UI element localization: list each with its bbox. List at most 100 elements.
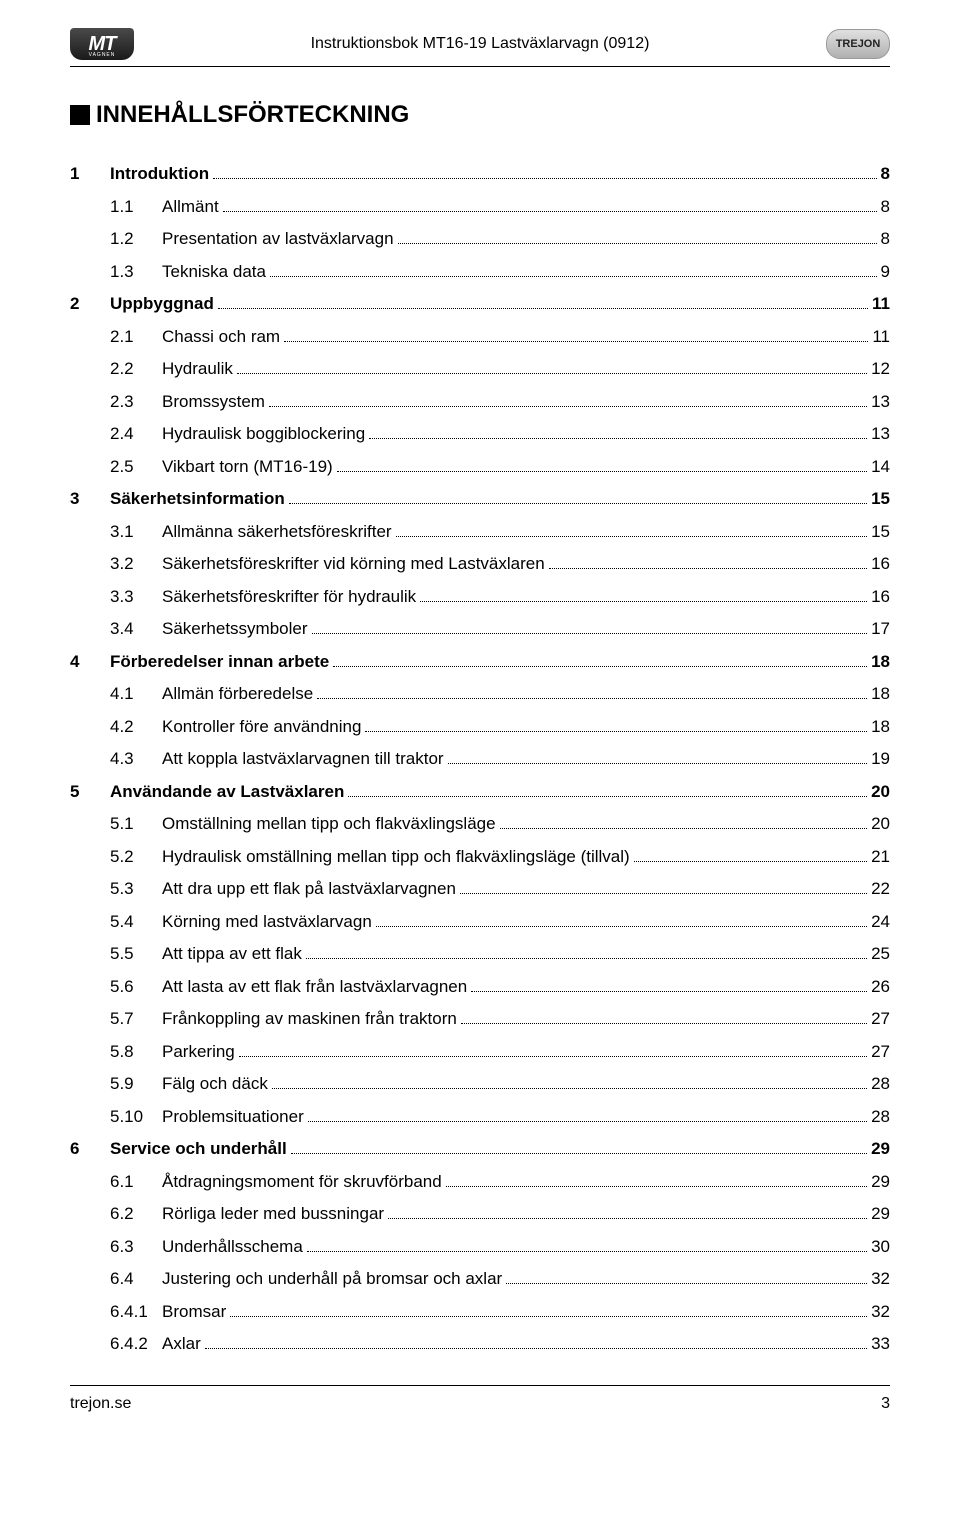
toc-leader: [460, 879, 867, 894]
toc-row: 2.4Hydraulisk boggiblockering13: [70, 421, 890, 447]
toc-text: Underhållsschema: [162, 1234, 303, 1260]
toc-row: 5.5Att tippa av ett flak25: [70, 941, 890, 967]
toc-text: Användande av Lastväxlaren: [110, 779, 344, 805]
toc-page: 21: [871, 844, 890, 870]
toc-leader: [312, 619, 868, 634]
toc-page: 26: [871, 974, 890, 1000]
toc-leader: [365, 716, 867, 731]
square-bullet-icon: [70, 105, 90, 125]
toc-row: 1Introduktion8: [70, 161, 890, 187]
toc-number: 5.7: [110, 1006, 162, 1032]
toc-leader: [308, 1106, 867, 1121]
toc-text: Förberedelser innan arbete: [110, 649, 329, 675]
toc-number: 5: [70, 779, 110, 805]
toc-leader: [291, 1139, 867, 1154]
toc-row: 4.3Att koppla lastväxlarvagnen till trak…: [70, 746, 890, 772]
toc-number: 2.5: [110, 454, 162, 480]
toc-leader: [306, 944, 867, 959]
toc-number: 6: [70, 1136, 110, 1162]
toc-page: 8: [881, 194, 890, 220]
toc-page: 11: [872, 291, 890, 317]
toc-row: 5.8Parkering27: [70, 1039, 890, 1065]
toc-leader: [398, 229, 877, 244]
toc-row: 4.2Kontroller före användning18: [70, 714, 890, 740]
toc-leader: [289, 489, 867, 504]
toc-text: Allmän förberedelse: [162, 681, 313, 707]
toc-row: 4.1Allmän förberedelse18: [70, 681, 890, 707]
toc-text: Att lasta av ett flak från lastväxlarvag…: [162, 974, 467, 1000]
toc-page: 22: [871, 876, 890, 902]
toc-leader: [506, 1269, 867, 1284]
toc-row: 5.6Att lasta av ett flak från lastväxlar…: [70, 974, 890, 1000]
toc-text: Åtdragningsmoment för skruvförband: [162, 1169, 442, 1195]
toc-page: 8: [881, 226, 890, 252]
toc-leader: [269, 391, 867, 406]
toc-text: Att tippa av ett flak: [162, 941, 302, 967]
toc-leader: [369, 424, 867, 439]
toc-page: 9: [881, 259, 890, 285]
toc-row: 2Uppbyggnad11: [70, 291, 890, 317]
toc-number: 5.5: [110, 941, 162, 967]
toc-page: 18: [871, 681, 890, 707]
toc-leader: [218, 294, 868, 309]
toc-text: Allmänt: [162, 194, 219, 220]
toc-page: 27: [871, 1006, 890, 1032]
toc-page: 28: [871, 1071, 890, 1097]
toc-number: 2.4: [110, 421, 162, 447]
toc-page: 17: [871, 616, 890, 642]
toc-text: Rörliga leder med bussningar: [162, 1201, 384, 1227]
toc-leader: [348, 781, 867, 796]
toc-leader: [223, 196, 877, 211]
toc-number: 3.1: [110, 519, 162, 545]
toc-number: 5.2: [110, 844, 162, 870]
toc-number: 4.2: [110, 714, 162, 740]
toc-page: 28: [871, 1104, 890, 1130]
toc-page: 13: [871, 421, 890, 447]
toc-number: 1.2: [110, 226, 162, 252]
toc-text: Bromssystem: [162, 389, 265, 415]
page-header: MT VAGNEN Instruktionsbok MT16-19 Lastvä…: [70, 28, 890, 67]
toc-leader: [388, 1204, 867, 1219]
logo-left: MT VAGNEN: [70, 28, 134, 60]
toc-number: 5.4: [110, 909, 162, 935]
toc-row: 1.2Presentation av lastväxlarvagn8: [70, 226, 890, 252]
toc-number: 2.2: [110, 356, 162, 382]
logo-left-subtext: VAGNEN: [89, 52, 116, 60]
toc-row: 6.4.1Bromsar32: [70, 1299, 890, 1325]
toc-number: 6.1: [110, 1169, 162, 1195]
toc-number: 6.4.1: [110, 1299, 162, 1325]
toc-number: 4: [70, 649, 110, 675]
logo-right-text: TREJON: [836, 36, 881, 53]
toc-leader: [205, 1334, 867, 1349]
toc-row: 5.2Hydraulisk omställning mellan tipp oc…: [70, 844, 890, 870]
table-of-contents: 1Introduktion81.1Allmänt81.2Presentation…: [70, 161, 890, 1357]
toc-title-text: INNEHÅLLSFÖRTECKNING: [96, 97, 409, 133]
toc-number: 2.1: [110, 324, 162, 350]
toc-row: 6.3Underhållsschema30: [70, 1234, 890, 1260]
toc-number: 3: [70, 486, 110, 512]
toc-row: 1.3Tekniska data9: [70, 259, 890, 285]
toc-number: 6.3: [110, 1234, 162, 1260]
toc-page: 12: [871, 356, 890, 382]
toc-page: 18: [871, 714, 890, 740]
toc-row: 3.2Säkerhetsföreskrifter vid körning med…: [70, 551, 890, 577]
toc-text: Fälg och däck: [162, 1071, 268, 1097]
toc-page: 15: [871, 486, 890, 512]
toc-text: Bromsar: [162, 1299, 226, 1325]
toc-leader: [272, 1074, 867, 1089]
toc-row: 2.2Hydraulik 12: [70, 356, 890, 382]
toc-number: 1.1: [110, 194, 162, 220]
toc-page: 16: [871, 584, 890, 610]
logo-right: TREJON: [826, 29, 890, 59]
toc-page: 15: [871, 519, 890, 545]
toc-text: Hydraulik: [162, 356, 233, 382]
toc-number: 5.8: [110, 1039, 162, 1065]
toc-text: Omställning mellan tipp och flakväxlings…: [162, 811, 496, 837]
toc-number: 3.3: [110, 584, 162, 610]
toc-text: Säkerhetssymboler: [162, 616, 308, 642]
toc-row: 5.7Frånkoppling av maskinen från traktor…: [70, 1006, 890, 1032]
toc-text: Justering och underhåll på bromsar och a…: [162, 1266, 502, 1292]
toc-row: 6Service och underhåll29: [70, 1136, 890, 1162]
toc-page: 32: [871, 1266, 890, 1292]
toc-row: 5Användande av Lastväxlaren20: [70, 779, 890, 805]
